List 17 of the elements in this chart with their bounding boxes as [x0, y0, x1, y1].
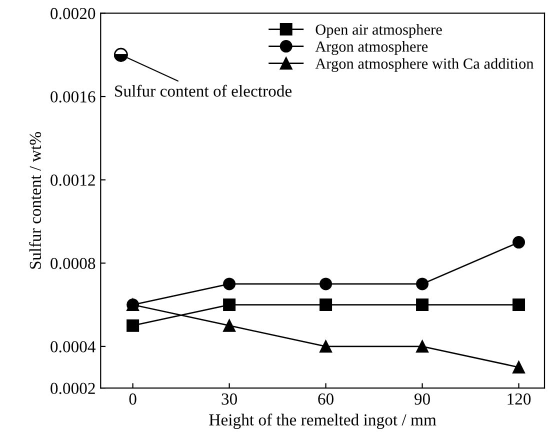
legend-label: Argon atmosphere with Ca addition — [315, 58, 534, 72]
y-tick-label: 0.0008 — [50, 258, 96, 270]
x-tick-label: 30 — [222, 393, 237, 405]
x-tick-label: 90 — [414, 393, 430, 405]
y-tick-label: 0.0020 — [50, 8, 96, 20]
x-tick-label: 60 — [318, 393, 334, 405]
x-axis-title: Height of the remelted ingot / mm — [209, 414, 436, 429]
y-tick-label: 0.0002 — [50, 382, 95, 394]
y-tick-label: 0.0012 — [50, 174, 95, 186]
legend-label: Argon atmosphere — [315, 41, 428, 55]
annotation: Sulfur content of electrode — [115, 84, 292, 97]
y-tick-label: 0.0016 — [50, 91, 96, 103]
y-axis-title: Sulfur content / wt% — [29, 132, 42, 269]
legend-label: Open air atmosphere — [316, 24, 442, 38]
y-tick-label: 0.0004 — [50, 341, 96, 352]
x-tick-label: 120 — [508, 393, 531, 405]
x-tick-label: 0 — [129, 393, 136, 405]
